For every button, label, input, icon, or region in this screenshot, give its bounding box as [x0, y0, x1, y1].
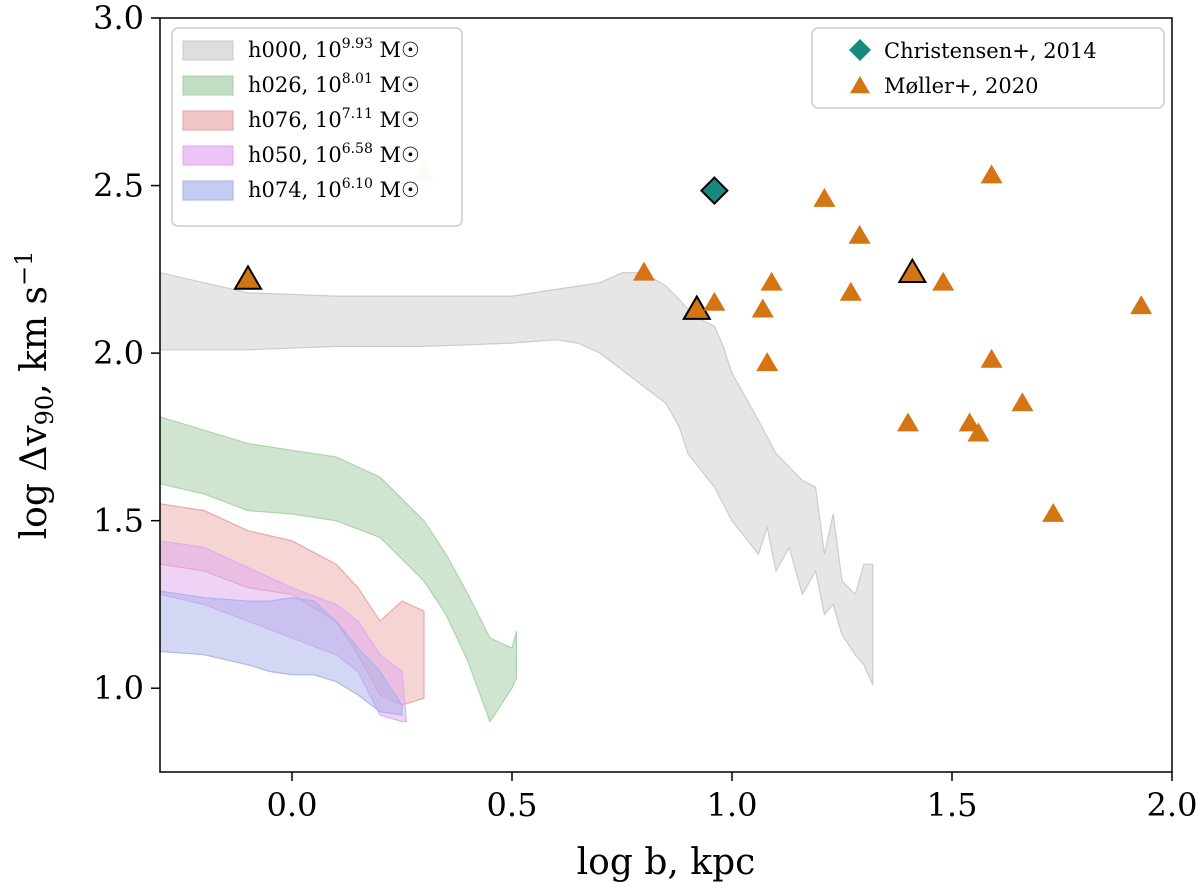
- triangle-point-13: [932, 271, 955, 291]
- y-tick-label: 2.0: [93, 334, 144, 372]
- x-tick-label: 2.0: [1147, 786, 1198, 824]
- triangle-point-3: [682, 294, 712, 320]
- y-axis-ticks: 1.0 1.5 2.0 2.5 3.0: [93, 0, 160, 707]
- legend-markers: Christensen+, 2014 Møller+, 2020: [811, 27, 1165, 109]
- triangle-point-9: [839, 281, 862, 301]
- triangle-point-10: [848, 224, 871, 244]
- legend-marker-diamond: [849, 39, 871, 61]
- legend-swatch-h026: [182, 75, 234, 96]
- x-tick-label: 1.5: [927, 786, 978, 824]
- triangle-point-20: [1130, 295, 1153, 315]
- y-tick-label: 1.5: [93, 502, 144, 540]
- x-axis-ticks: 0.0 0.5 1.0 1.5 2.0: [267, 772, 1198, 824]
- legend-label-name: h000, 10: [248, 38, 342, 62]
- y-tick-label: 3.0: [93, 0, 144, 37]
- band-h074: [159, 590, 403, 716]
- x-tick-label: 1.0: [707, 786, 758, 824]
- legend-label-h076: h076, 107.11 M☉: [248, 106, 420, 132]
- legend-marker-label: Christensen+, 2014: [884, 39, 1097, 63]
- legend-label-exponent: 7.11: [342, 106, 373, 122]
- legend-label-name: h026, 10: [248, 73, 342, 97]
- triangle-point-4: [703, 291, 726, 311]
- legend-label-exponent: 6.10: [342, 176, 373, 192]
- legend-label-h026: h026, 108.01 M☉: [248, 71, 420, 97]
- triangle-point-12: [897, 257, 928, 284]
- x-tick-label: 0.0: [267, 786, 318, 824]
- legend-label-h000: h000, 109.93 M☉: [248, 36, 420, 62]
- legend-label-name: h076, 10: [248, 108, 342, 132]
- triangle-point-19: [1042, 502, 1065, 522]
- legend-label-exponent: 8.01: [342, 71, 373, 87]
- plot-frame: [159, 17, 1173, 773]
- legend-label-unit: M☉: [373, 143, 420, 167]
- x-axis-title: log b, kpc: [577, 842, 756, 883]
- legend-swatch-h076: [182, 110, 234, 131]
- diamond-point-0: [699, 176, 729, 205]
- triangle-point-5: [751, 298, 774, 318]
- legend-markers-frame: [811, 27, 1165, 109]
- triangle-point-0: [233, 264, 263, 290]
- legend-label-exponent: 6.58: [342, 141, 373, 157]
- y-axis-title-prefix: log Δv: [14, 425, 55, 540]
- triangle-point-7: [760, 271, 783, 291]
- band-layer: [159, 271, 874, 724]
- legend-label-unit: M☉: [373, 73, 420, 97]
- triangle-point-18: [1011, 392, 1034, 412]
- legend-label-name: h074, 10: [248, 178, 342, 202]
- y-axis-title-sup: −1: [10, 251, 38, 286]
- triangle-point-15: [967, 422, 990, 442]
- y-axis-title-sub: 90: [31, 395, 59, 426]
- legend-label-unit: M☉: [373, 38, 420, 62]
- legend-swatch-h000: [182, 40, 234, 61]
- y-axis-title-mid: , km s: [14, 286, 55, 395]
- triangle-point-2: [633, 261, 655, 281]
- legend-label-name: h050, 10: [248, 143, 342, 167]
- y-tick-label: 1.0: [93, 669, 144, 707]
- legend-label-unit: M☉: [373, 108, 420, 132]
- band-h026: [159, 415, 517, 724]
- band-h000: [159, 271, 874, 686]
- triangle-point-17: [980, 164, 1003, 184]
- y-tick-label: 2.5: [93, 167, 144, 205]
- legend-swatch-h050: [182, 145, 234, 166]
- legend-label-exponent: 9.93: [342, 36, 373, 52]
- triangle-point-8: [813, 187, 836, 207]
- triangle-point-6: [756, 352, 779, 372]
- legend-bands: h000, 109.93 M☉h026, 108.01 M☉h076, 107.…: [171, 27, 463, 227]
- triangle-point-14: [958, 412, 981, 432]
- triangle-point-11: [897, 412, 919, 432]
- legend-label-h074: h074, 106.10 M☉: [248, 176, 420, 202]
- x-tick-label: 0.5: [487, 786, 538, 824]
- legend-marker-label: Møller+, 2020: [884, 74, 1038, 98]
- y-axis-title: log Δv90, km s−1: [10, 251, 59, 540]
- legend-bands-frame: [171, 27, 463, 227]
- legend-label-h050: h050, 106.58 M☉: [248, 141, 420, 167]
- legend-marker-triangle: [850, 76, 870, 94]
- triangle-point-16: [980, 348, 1003, 368]
- legend-label-unit: M☉: [373, 178, 420, 202]
- legend-swatch-h074: [182, 180, 234, 201]
